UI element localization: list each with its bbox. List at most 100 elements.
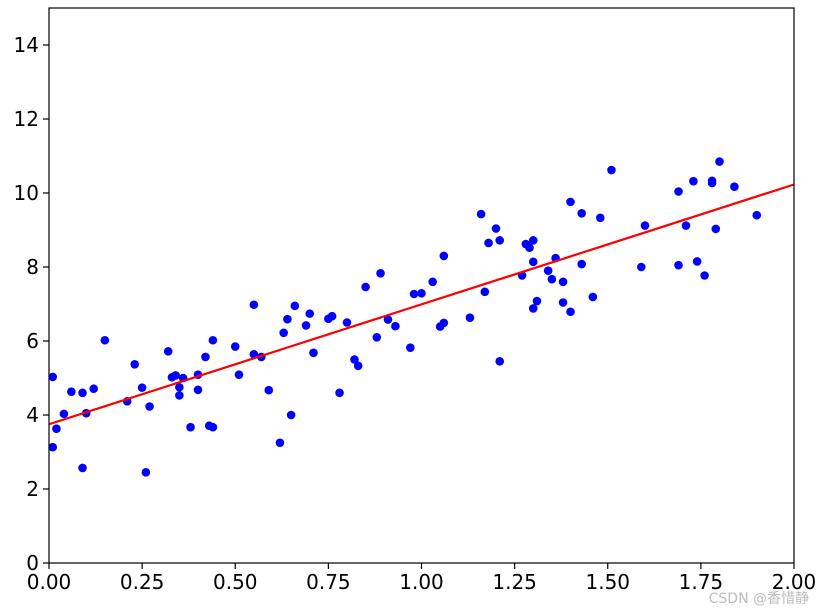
y-tick-label-2: 4 [26,403,39,427]
scatter-point-66 [495,357,505,366]
scatter-point-69 [525,243,534,253]
scatter-point-56 [428,277,437,287]
regression-line [48,183,795,426]
scatter-point-93 [700,271,709,280]
scatter-point-37 [286,410,296,420]
scatter-point-78 [558,298,568,307]
scatter-point-12 [137,383,147,392]
scatter-point-87 [640,221,650,230]
scatter-point-74 [543,266,553,276]
scatter-point-70 [528,236,538,245]
scatter-point-62 [480,287,490,297]
scatter-point-50 [376,268,385,278]
scatter-point-1 [48,442,58,452]
scatter-point-48 [361,282,370,292]
scatter-point-82 [577,259,586,269]
x-tick-label-0: 0.00 [27,570,72,594]
plot-marks [48,157,795,477]
scatter-point-80 [566,197,575,207]
scatter-point-31 [249,300,259,310]
y-tick-label-5: 10 [14,181,39,205]
scatter-point-91 [689,176,698,186]
scatter-point-46 [350,355,359,364]
scatter-point-17 [171,371,180,380]
scatter-point-33 [264,385,274,395]
scatter-point-5 [78,388,87,398]
x-tick-label-8: 2.00 [772,570,817,594]
scatter-point-53 [406,343,415,352]
scatter-point-47 [353,361,363,371]
scatter-point-89 [674,187,683,196]
scatter-point-71 [528,304,538,313]
scatter-point-29 [234,370,244,379]
y-tick-label-4: 8 [26,255,39,279]
scatter-point-36 [283,314,292,324]
y-tick-label-6: 12 [14,107,39,131]
scatter-point-38 [290,301,300,311]
x-tick-label-6: 1.50 [585,570,630,594]
scatter-point-22 [193,385,203,395]
scatter-point-54 [409,289,419,299]
scatter-point-21 [186,422,195,432]
scatter-point-44 [335,388,344,398]
y-tick-label-3: 6 [26,329,39,353]
scatter-point-85 [607,165,616,175]
scatter-point-88 [674,260,683,270]
scatter-point-8 [89,384,98,394]
x-tick-label-1: 0.25 [120,570,165,594]
x-tick-label-5: 1.25 [492,570,537,594]
scatter-point-9 [100,335,110,345]
scatter-point-52 [391,321,400,331]
scatter-point-13 [141,468,151,477]
scatter-point-3 [59,409,69,419]
scatter-point-63 [484,238,493,248]
scatter-point-28 [230,342,240,351]
scatter-point-19 [175,391,184,400]
scatter-point-84 [596,213,605,223]
y-tick-label-7: 14 [14,33,39,57]
scatter-point-51 [383,315,393,324]
scatter-point-40 [305,309,315,318]
scatter-point-6 [78,463,87,473]
x-tick-label-3: 0.75 [306,570,351,594]
scatter-point-41 [309,348,318,358]
scatter-point-96 [711,224,721,234]
y-tick-label-1: 2 [26,477,39,501]
scatter-point-11 [130,360,139,369]
scatter-point-34 [275,438,285,448]
scatter-point-86 [636,262,646,272]
scatter-point-99 [752,210,762,220]
scatter-point-55 [417,288,426,298]
scatter-point-0 [48,372,58,382]
scatter-point-59 [439,251,449,261]
scatter-point-45 [342,318,352,327]
scatter-point-60 [465,313,475,322]
scatter-point-24 [201,352,210,362]
y-tick-label-0: 0 [26,551,39,575]
scatter-point-75 [547,274,557,284]
scatter-point-2 [52,424,61,433]
scatter-point-15 [163,347,173,356]
scatter-point-43 [327,311,337,321]
scatter-point-83 [588,292,598,302]
scatter-point-39 [301,321,311,330]
scatter-point-72 [528,257,538,267]
scatter-point-26 [208,422,218,432]
scatter-point-64 [491,224,501,233]
x-tick-label-2: 0.50 [213,570,258,594]
scatter-point-97 [715,157,724,166]
scatter-point-92 [692,257,702,266]
scatter-point-98 [730,182,739,192]
scatter-point-49 [372,333,382,342]
scatter-point-35 [279,328,288,338]
scatter-point-58 [439,318,449,328]
scatter-point-14 [145,402,154,411]
watermark: CSDN @香惜静 [708,591,809,607]
plot-frame [48,7,795,564]
scatter-point-27 [208,335,218,345]
scatter-point-77 [558,277,568,287]
scatter-point-73 [532,296,542,306]
axes: 0.00 0.25 0.50 0.75 1.00 1.25 1.50 1.75 2.00 0 2 4 6… [14,7,817,594]
